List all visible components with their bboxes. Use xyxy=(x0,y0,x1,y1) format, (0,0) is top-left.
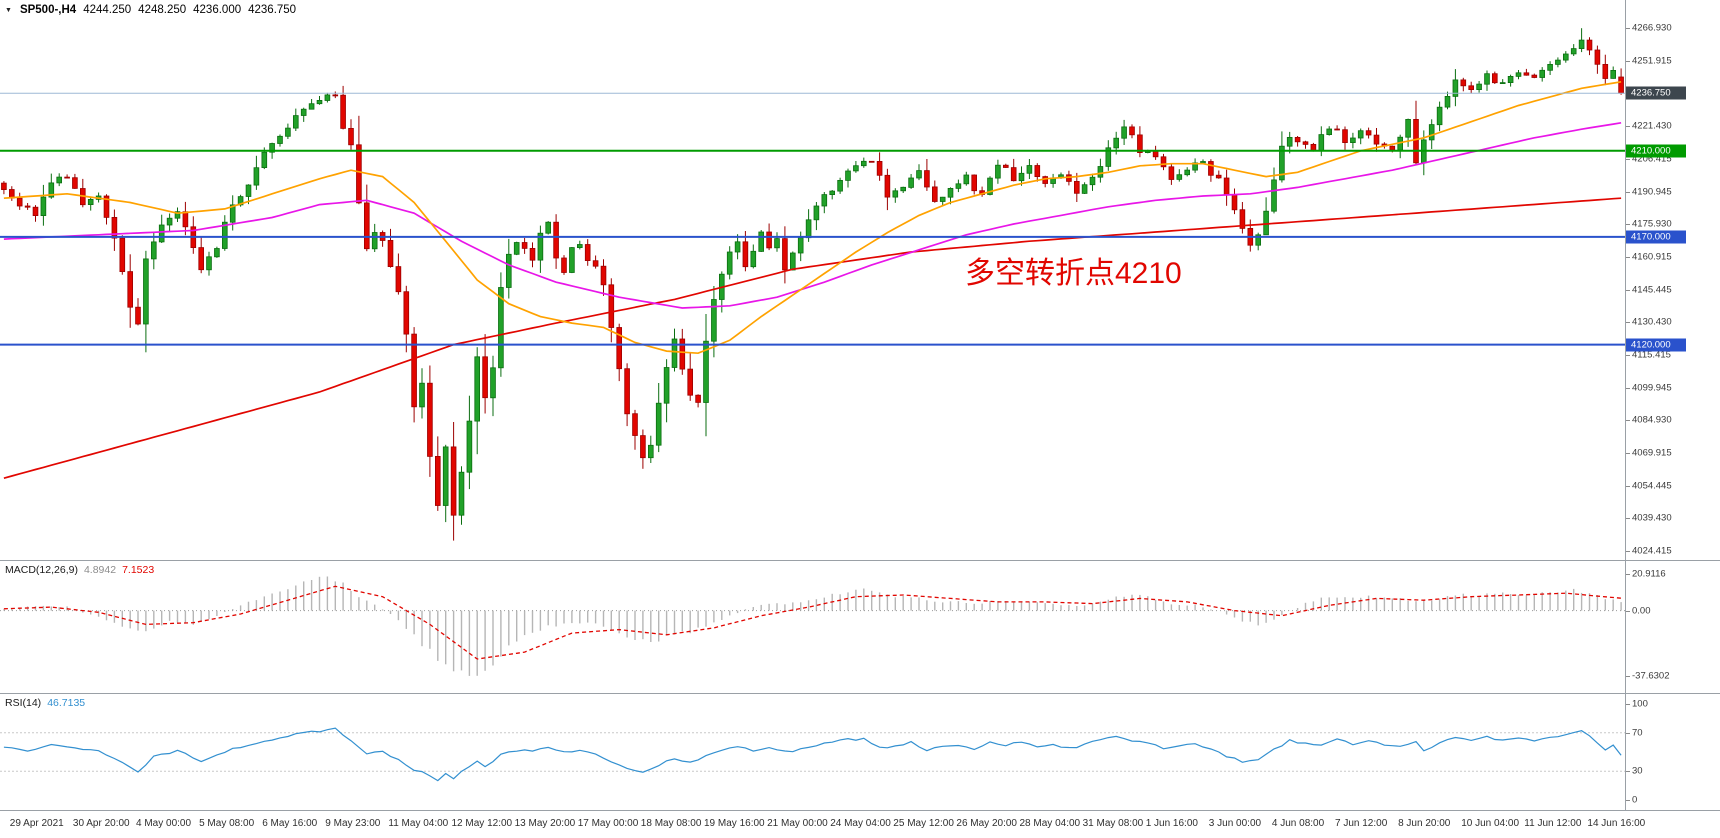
time-tick-label: 30 Apr 20:00 xyxy=(72,818,130,829)
time-tick-label: 6 May 16:00 xyxy=(262,818,318,829)
macd-signal-line xyxy=(3,585,1622,660)
level-price-label: 4120.000 xyxy=(1626,338,1686,352)
rsi-label: RSI(14) 46.7135 xyxy=(5,697,85,709)
macd-histogram xyxy=(3,576,1622,676)
level-price-label: 4170.000 xyxy=(1626,230,1686,244)
macd-axis: 20.9116 0.00 -37.6302 xyxy=(1625,561,1720,693)
price-tick-label: 4115.415 xyxy=(1632,349,1671,360)
time-tick-label: 31 May 08:00 xyxy=(1082,818,1144,829)
time-tick-label: 3 Jun 00:00 xyxy=(1208,818,1262,829)
time-tick-label: 11 May 04:00 xyxy=(388,818,449,829)
price-tick-label: 4251.915 xyxy=(1632,55,1672,66)
candles xyxy=(1,28,1624,541)
rsi-levels xyxy=(0,732,1625,772)
price-axis[interactable]: 4266.930 4251.915 4221.430 4206.415 4190.945… xyxy=(1625,0,1720,560)
price-tick-label: 4160.915 xyxy=(1632,251,1672,262)
price-tick-label: 4069.915 xyxy=(1632,447,1672,458)
price-chart[interactable] xyxy=(0,0,1625,560)
time-tick-label: 26 May 20:00 xyxy=(956,818,1017,829)
price-tick-label: 4221.430 xyxy=(1632,120,1672,132)
price-tick-label: 4266.930 xyxy=(1632,22,1672,34)
rsi-axis: 100 70 30 0 xyxy=(1625,694,1720,810)
rsi-tick-label: 70 xyxy=(1632,727,1643,739)
time-tick-label: 4 May 00:00 xyxy=(136,818,192,829)
price-tick-label: 4130.430 xyxy=(1632,316,1672,328)
macd-chart[interactable] xyxy=(0,561,1625,693)
time-tick-label: 28 May 04:00 xyxy=(1019,818,1081,829)
macd-signal-value: 7.1523 xyxy=(122,564,155,576)
rsi-tick-label: 100 xyxy=(1632,698,1648,710)
time-tick-label: 19 May 16:00 xyxy=(704,818,765,829)
time-tick-label: 5 May 08:00 xyxy=(199,818,255,829)
macd-main-value: 4.8942 xyxy=(83,564,117,576)
rsi-value: 46.7135 xyxy=(47,697,86,709)
rsi-name: RSI(14) xyxy=(5,697,42,709)
price-tick-label: 4145.445 xyxy=(1632,284,1672,296)
current-price-label: 4236.750 xyxy=(1626,86,1686,100)
time-tick-label: 25 May 12:00 xyxy=(893,818,954,829)
macd-tick-label: 20.9116 xyxy=(1632,568,1666,580)
time-tick-label: 7 Jun 12:00 xyxy=(1335,818,1388,829)
level-price-label: 4210.000 xyxy=(1626,144,1686,158)
time-tick-label: 18 May 08:00 xyxy=(640,818,702,829)
time-tick-label: 14 Jun 16:00 xyxy=(1587,818,1646,829)
rsi-panel: 100 70 30 0 RSI(14) 46.7135 xyxy=(0,694,1720,810)
time-tick-label: 11 Jun 12:00 xyxy=(1524,818,1582,829)
macd-label: MACD(12,26,9) 4.8942 7.1523 xyxy=(5,564,154,576)
time-tick-label: 13 May 20:00 xyxy=(514,818,576,829)
time-tick-label: 12 May 12:00 xyxy=(451,818,513,829)
time-tick-label: 8 Jun 20:00 xyxy=(1398,818,1451,829)
symbol-ohlc-header: ▼ SP500-,H4 4244.250 4248.250 4236.000 4… xyxy=(5,4,296,16)
time-tick-label: 24 May 04:00 xyxy=(830,818,891,829)
macd-panel: 20.9116 0.00 -37.6302 MACD(12,26,9) 4.8942… xyxy=(0,561,1720,693)
time-tick-label: 29 Apr 2021 xyxy=(9,818,64,829)
price-tick-label: 4084.930 xyxy=(1632,414,1672,426)
panel-separator[interactable] xyxy=(0,810,1720,811)
chart-annotation-text[interactable]: 多空转折点4210 xyxy=(965,257,1182,290)
rsi-tick-label: 30 xyxy=(1632,765,1643,777)
price-tick-label: 4190.945 xyxy=(1632,186,1672,198)
time-tick-label: 9 May 23:00 xyxy=(325,818,381,829)
macd-tick-label: -37.6302 xyxy=(1632,670,1670,682)
time-tick-label: 17 May 00:00 xyxy=(577,818,639,829)
panel-separator[interactable] xyxy=(0,560,1720,561)
price-tick-label: 4024.415 xyxy=(1632,545,1672,556)
symbol-period-label: SP500-,H4 xyxy=(19,4,77,16)
high-value: 4248.250 xyxy=(138,4,187,16)
low-value: 4236.000 xyxy=(193,4,242,16)
time-tick-label: 1 Jun 16:00 xyxy=(1145,818,1198,829)
horizontal-levels xyxy=(0,92,1625,346)
moving-averages xyxy=(3,80,1622,480)
rsi-chart[interactable] xyxy=(0,694,1625,810)
price-panel: 4266.930 4251.915 4221.430 4206.415 4190.945… xyxy=(0,0,1720,560)
rsi-line xyxy=(3,727,1622,782)
price-tick-label: 4054.445 xyxy=(1632,480,1672,492)
price-tick-label: 4175.930 xyxy=(1632,218,1672,230)
symbol-dropdown-icon[interactable]: ▼ xyxy=(5,6,12,14)
open-value: 4244.250 xyxy=(83,4,132,16)
time-axis[interactable]: 29 Apr 2021 30 Apr 20:00 4 May 00:00 5 May … xyxy=(0,811,1720,838)
macd-tick-label: 0.00 xyxy=(1632,605,1651,617)
rsi-tick-label: 0 xyxy=(1632,794,1638,806)
time-tick-label: 21 May 00:00 xyxy=(767,818,828,829)
time-tick-label: 4 Jun 08:00 xyxy=(1271,818,1325,829)
close-value: 4236.750 xyxy=(248,4,297,16)
macd-name: MACD(12,26,9) xyxy=(5,564,78,576)
price-tick-label: 4039.430 xyxy=(1632,512,1672,524)
price-tick-label: 4099.945 xyxy=(1632,382,1672,394)
time-tick-label: 10 Jun 04:00 xyxy=(1461,818,1520,829)
panel-separator[interactable] xyxy=(0,693,1720,694)
price-tick-label: 4206.415 xyxy=(1632,153,1672,164)
